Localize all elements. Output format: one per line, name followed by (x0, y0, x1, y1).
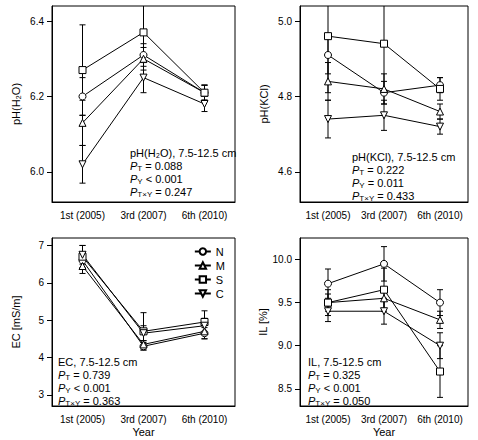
svg-text:5: 5 (38, 315, 44, 326)
svg-text:= 0.247: = 0.247 (152, 186, 192, 198)
svg-text:3rd (2007): 3rd (2007) (120, 414, 166, 425)
svg-text:T×Y: T×Y (359, 194, 375, 203)
svg-text:pH(H₂O): pH(H₂O) (10, 83, 22, 125)
svg-text:6th (2010): 6th (2010) (182, 414, 228, 425)
html-text:PY: PY (352, 176, 365, 190)
svg-text:6.2: 6.2 (30, 91, 44, 102)
svg-text:pH(H₂O), 7.5-12.5 cm: pH(H₂O), 7.5-12.5 cm (130, 147, 236, 159)
svg-text:IL [%]: IL [%] (257, 308, 269, 336)
svg-text:6.4: 6.4 (30, 16, 44, 27)
svg-text:6th (2010): 6th (2010) (417, 414, 463, 425)
svg-text:3rd (2007): 3rd (2007) (120, 210, 166, 221)
svg-text:T×Y: T×Y (137, 190, 153, 199)
svg-text:9.5: 9.5 (278, 297, 292, 308)
svg-text:6: 6 (38, 277, 44, 288)
svg-text:3: 3 (38, 389, 44, 400)
svg-text:1st (2005): 1st (2005) (305, 210, 350, 221)
svg-text:4.6: 4.6 (278, 166, 292, 177)
svg-text:1st (2005): 1st (2005) (60, 210, 105, 221)
svg-text:Year: Year (132, 426, 155, 438)
svg-text:S: S (216, 274, 223, 286)
svg-text:T×Y: T×Y (65, 399, 81, 408)
svg-text:< 0.001: < 0.001 (71, 382, 111, 394)
svg-text:4.8: 4.8 (278, 91, 292, 102)
svg-text:= 0.739: = 0.739 (70, 369, 110, 381)
svg-text:pH(KCl): pH(KCl) (258, 84, 270, 123)
svg-text:EC [mS/m]: EC [mS/m] (10, 295, 22, 348)
svg-text:= 0.011: = 0.011 (365, 177, 404, 189)
svg-text:P: P (308, 394, 316, 407)
html-text:PT: PT (130, 159, 143, 173)
svg-text:P: P (352, 189, 360, 202)
svg-text:Year: Year (373, 426, 396, 438)
svg-text:T×Y: T×Y (315, 399, 331, 408)
html-text:PT: PT (58, 368, 71, 382)
svg-text:N: N (216, 246, 224, 258)
svg-text:10.0: 10.0 (273, 254, 293, 265)
html-text:PT: PT (308, 368, 321, 382)
svg-text:4: 4 (38, 352, 44, 363)
svg-text:P: P (130, 185, 138, 198)
svg-text:1st (2005): 1st (2005) (60, 414, 105, 425)
svg-text:< 0.001: < 0.001 (143, 173, 183, 185)
svg-text:1st (2005): 1st (2005) (305, 414, 350, 425)
svg-text:6th (2010): 6th (2010) (182, 210, 228, 221)
svg-text:P: P (58, 394, 66, 407)
svg-text:3rd (2007): 3rd (2007) (361, 210, 407, 221)
svg-text:= 0.363: = 0.363 (80, 395, 120, 407)
svg-text:EC, 7.5-12.5 cm: EC, 7.5-12.5 cm (58, 356, 137, 368)
svg-text:= 0.050: = 0.050 (330, 395, 370, 407)
svg-text:= 0.325: = 0.325 (320, 369, 360, 381)
svg-text:= 0.433: = 0.433 (374, 190, 414, 202)
svg-text:9.0: 9.0 (278, 340, 292, 351)
svg-text:= 0.088: = 0.088 (142, 160, 182, 172)
svg-text:6.0: 6.0 (30, 166, 44, 177)
html-text:PY: PY (58, 381, 71, 395)
svg-text:8.5: 8.5 (278, 383, 292, 394)
html-text:PY: PY (130, 172, 143, 186)
svg-text:< 0.001: < 0.001 (321, 382, 361, 394)
svg-text:= 0.222: = 0.222 (364, 164, 404, 176)
svg-text:pH(KCl), 7.5-12.5 cm: pH(KCl), 7.5-12.5 cm (352, 151, 455, 163)
svg-text:IL, 7.5-12.5 cm: IL, 7.5-12.5 cm (308, 356, 381, 368)
html-text:PT: PT (352, 163, 365, 177)
svg-text:M: M (216, 260, 225, 272)
svg-text:7: 7 (38, 240, 44, 251)
svg-text:3rd (2007): 3rd (2007) (361, 414, 407, 425)
svg-text:6th (2010): 6th (2010) (417, 210, 463, 221)
svg-text:5.0: 5.0 (278, 16, 292, 27)
svg-text:C: C (216, 288, 224, 300)
html-text:PY: PY (308, 381, 321, 395)
